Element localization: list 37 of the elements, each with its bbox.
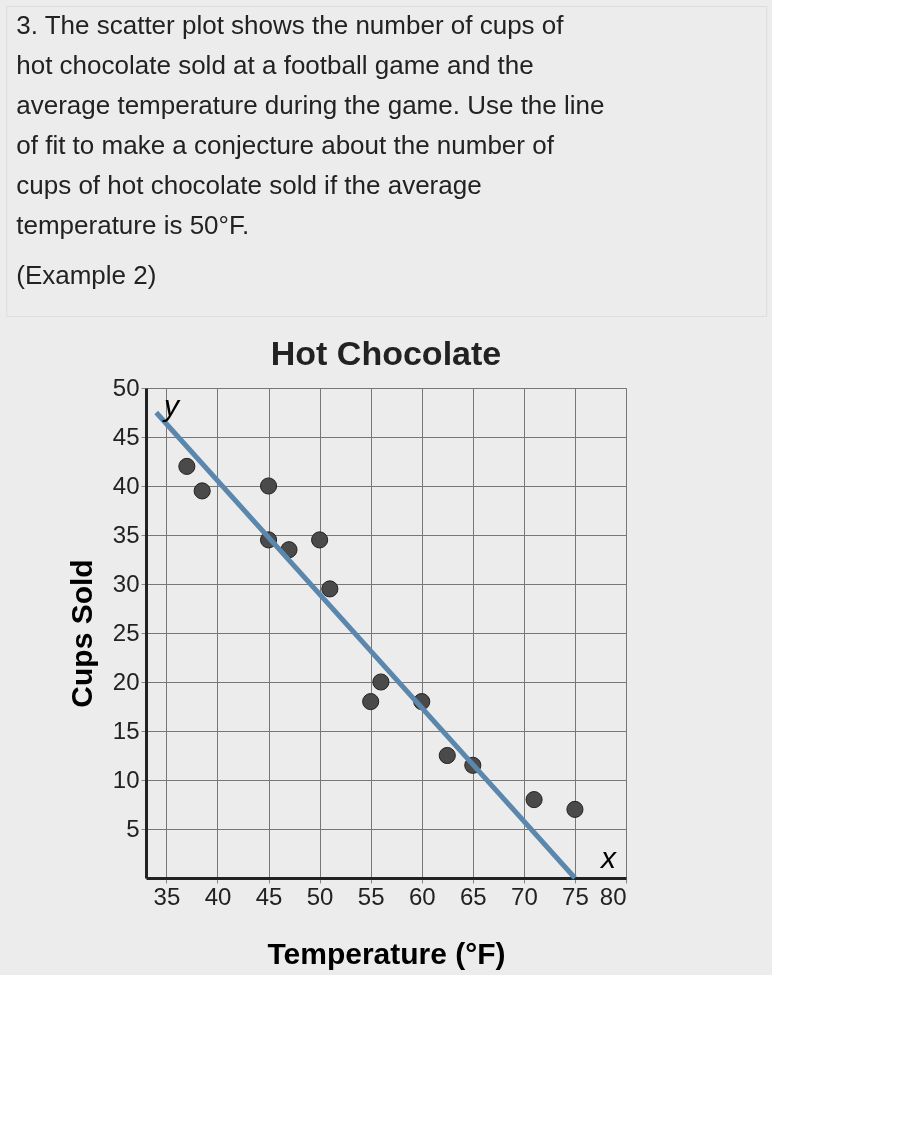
y-tick-label: 40 [112,471,140,499]
y-tick-label: 45 [112,422,140,450]
y-tick-label: 35 [112,520,140,548]
y-tick-label: 20 [112,667,140,695]
text: (Example 2) [16,260,157,290]
point [259,477,278,495]
x-tick-label: 55 [357,882,385,910]
x-tick-label: 65 [459,882,487,910]
x-tick-label: 45 [255,882,283,910]
x-tick-label: 60 [408,882,436,910]
text: 3. The scatter plot shows the number of cups of hot chocolate sold at a football game and the average temperature during the game. Use the line of fit to make a conjecture about the number of cups of hot chocolate sold if the average temperature is 50°F. [16,10,605,240]
x-tick-label: 75 [562,882,589,910]
y-tick-label: 10 [112,765,140,793]
chart-title: Hot Chocolate [270,334,502,372]
point [362,693,380,711]
y-tick-label: 15 [112,716,140,744]
annotation: x [599,841,617,874]
point [193,482,211,500]
point [311,531,329,549]
x-tick-label: 35 [153,882,181,910]
x-tick-label: 40 [204,882,232,910]
point [321,580,339,598]
x-tick-label: 70 [511,882,538,910]
annotation: y [162,389,181,422]
x-tick-label: 50 [306,882,334,910]
x-axis-title: Temperature (°F) [267,936,506,970]
y-tick-label: 50 [112,373,140,401]
point [525,791,543,809]
point [372,673,390,691]
point [178,457,196,475]
y-tick-label: 25 [112,618,140,646]
point [566,800,584,818]
y-axis-title: Cups Sold [64,559,98,708]
y-tick-label: 5 [126,814,140,842]
y-tick-label: 30 [112,569,140,597]
point [438,746,456,765]
x-tick-label: 80 [599,882,627,910]
